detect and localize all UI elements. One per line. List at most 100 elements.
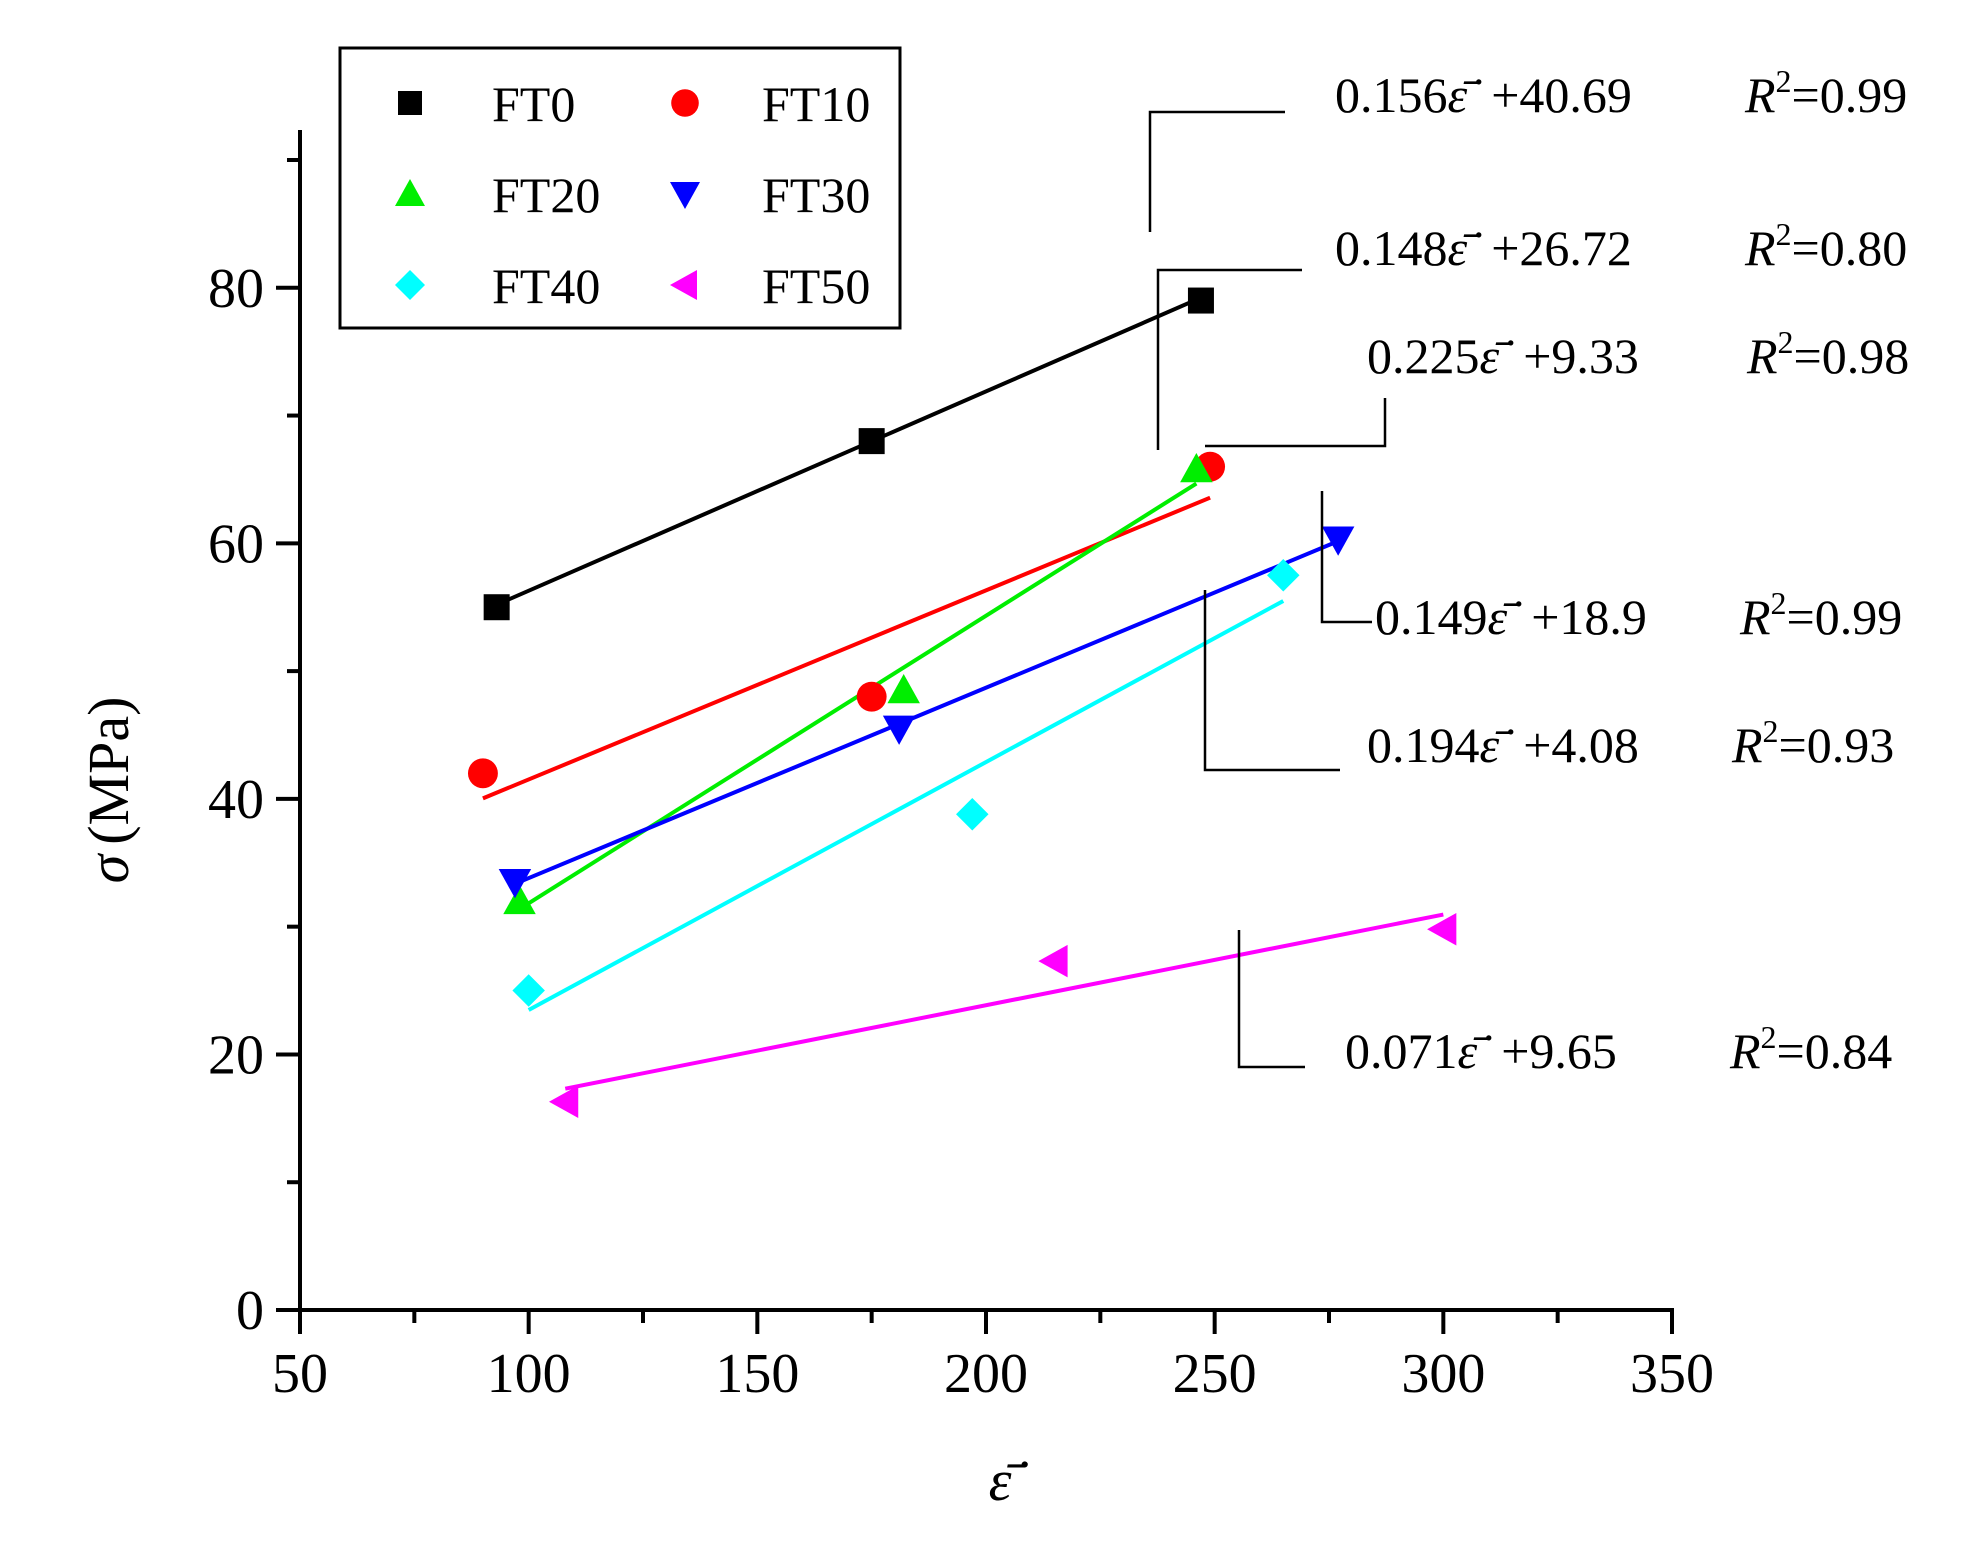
marker-ft20	[887, 674, 920, 704]
y-axis-title: σ (MPa)	[76, 697, 141, 884]
r-squared-ft30: R2=0.99	[1739, 585, 1902, 645]
legend-box	[338, 46, 902, 330]
x-tick-label: 100	[487, 1343, 571, 1405]
equation-intercept: +9.65	[1501, 1023, 1617, 1079]
leader-line-ft40	[1203, 590, 1340, 772]
marker-ft40	[512, 974, 545, 1007]
legend-marker-ft50	[670, 270, 697, 300]
equation-slope: 0.194	[1367, 717, 1480, 773]
equation-ft10: 0.148ε̇̄ +26.72	[1335, 220, 1632, 276]
equation-strain-rate-symbol: ε̇̄	[1488, 589, 1523, 645]
r-squared-value: =0.84	[1777, 1023, 1893, 1079]
equation-slope: 0.225	[1367, 328, 1480, 384]
r-exponent: 2	[1778, 324, 1794, 360]
r-squared-value: =0.99	[1787, 589, 1903, 645]
fit-line-ft50	[564, 912, 1444, 1091]
r-squared-ft40: R2=0.93	[1731, 713, 1894, 773]
x-tick-label: 300	[1401, 1343, 1485, 1405]
r-squared-value: =0.93	[1779, 717, 1895, 773]
r-symbol: R	[1744, 220, 1776, 276]
legend-label-ft30: FT30	[762, 167, 870, 223]
r-symbol: R	[1744, 67, 1776, 123]
leader-line-ft30	[1320, 491, 1372, 624]
equation-intercept: +18.9	[1531, 589, 1647, 645]
equation-slope: 0.071	[1345, 1023, 1458, 1079]
r-squared-ft0: R2=0.99	[1744, 63, 1907, 123]
legend-label-ft20: FT20	[492, 167, 600, 223]
leader-line-ft20	[1205, 398, 1387, 448]
equation-ft40: 0.194ε̇̄ +4.08	[1367, 717, 1639, 773]
fit-line-ft30	[514, 539, 1339, 886]
fit-line-ft40	[527, 599, 1285, 1012]
r-symbol: R	[1746, 328, 1778, 384]
y-axis-symbol: σ	[76, 852, 141, 883]
y-tick-label: 20	[208, 1024, 264, 1086]
marker-ft50	[1427, 912, 1457, 946]
r-squared-ft10: R2=0.80	[1744, 216, 1907, 276]
x-tick-label: 200	[944, 1343, 1028, 1405]
y-tick-label: 40	[208, 769, 264, 831]
marker-ft50	[1038, 944, 1068, 978]
r-squared-value: =0.99	[1792, 67, 1908, 123]
r-exponent: 2	[1763, 713, 1779, 749]
marker-ft40	[956, 797, 989, 831]
marker-ft0	[483, 594, 510, 621]
marker-ft20	[503, 884, 536, 915]
equation-intercept: +40.69	[1491, 67, 1632, 123]
r-symbol: R	[1731, 717, 1763, 773]
r-squared-value: =0.80	[1792, 220, 1908, 276]
leader-line-ft10	[1156, 268, 1302, 450]
y-tick-label: 60	[208, 513, 264, 575]
marker-ft50	[549, 1085, 579, 1118]
r-squared-value: =0.98	[1794, 328, 1910, 384]
fit-line-ft0	[495, 295, 1202, 607]
r-exponent: 2	[1771, 585, 1787, 621]
marker-ft0	[858, 428, 885, 455]
marker-ft40	[1267, 559, 1300, 592]
legend-label-ft10: FT10	[762, 76, 870, 132]
equation-intercept: +4.08	[1523, 717, 1639, 773]
legend-marker-ft0	[398, 91, 422, 115]
r-exponent: 2	[1776, 63, 1792, 99]
legend-marker-ft10	[671, 89, 699, 117]
r-symbol: R	[1739, 589, 1771, 645]
fit-lines	[482, 295, 1444, 1091]
y-tick-label: 80	[208, 258, 264, 320]
equation-strain-rate-symbol: ε̇̄	[1480, 717, 1515, 773]
r-exponent: 2	[1761, 1019, 1777, 1055]
leader-line-ft0	[1148, 110, 1285, 232]
y-tick-label: 0	[236, 1280, 264, 1342]
y-axis-unit: (MPa)	[76, 697, 141, 845]
equation-intercept: +26.72	[1491, 220, 1632, 276]
equation-slope: 0.149	[1375, 589, 1488, 645]
equation-strain-rate-symbol: ε̇̄	[1458, 1023, 1493, 1079]
r-exponent: 2	[1776, 216, 1792, 252]
marker-ft10	[467, 758, 498, 789]
marker-ft20	[1180, 452, 1213, 483]
legend-label-ft50: FT50	[762, 258, 870, 314]
legend-marker-ft30	[670, 182, 700, 209]
legend-marker-ft20	[395, 179, 425, 206]
x-tick-label: 350	[1630, 1343, 1714, 1405]
marker-ft30	[1321, 526, 1355, 556]
equation-ft30: 0.149ε̇̄ +18.9	[1375, 589, 1647, 645]
x-axis-title: ε̇̄	[989, 1448, 1029, 1513]
equation-intercept: +9.33	[1523, 328, 1639, 384]
r-squared-ft20: R2=0.98	[1746, 324, 1909, 384]
equation-strain-rate-symbol: ε̇̄	[1448, 220, 1483, 276]
x-tick-label: 50	[272, 1343, 328, 1405]
leader-line-ft50	[1237, 930, 1305, 1069]
x-tick-label: 150	[715, 1343, 799, 1405]
fit-equations: 0.156ε̇̄ +40.69 R2=0.990.148ε̇̄ +26.72 R2=0.…	[1148, 63, 1909, 1079]
legend-label-ft0: FT0	[492, 76, 575, 132]
plot-axes: 50 100 150 200 250 300 350 0 20 40 60 80	[208, 130, 1714, 1405]
equation-ft20: 0.225ε̇̄ +9.33	[1367, 328, 1639, 384]
equation-ft0: 0.156ε̇̄ +40.69	[1335, 67, 1632, 123]
legend: FT0 FT10 FT20 FT30 FT40 FT50	[338, 46, 902, 330]
fit-line-ft10	[482, 495, 1211, 801]
r-symbol: R	[1729, 1023, 1761, 1079]
equation-slope: 0.156	[1335, 67, 1448, 123]
equation-strain-rate-symbol: ε̇̄	[1448, 67, 1483, 123]
r-squared-ft50: R2=0.84	[1729, 1019, 1892, 1079]
